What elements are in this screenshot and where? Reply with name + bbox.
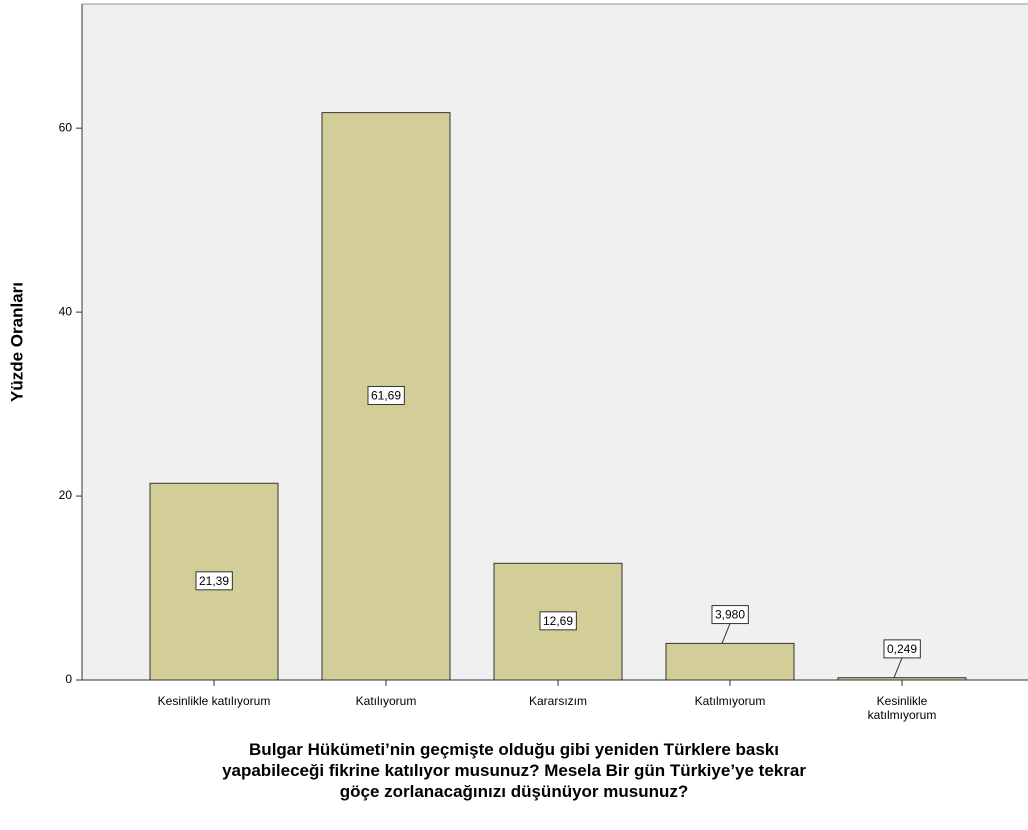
value-label: 0,249 — [887, 642, 917, 656]
value-label-leader — [721, 623, 731, 644]
x-tick-label: Kesinlikle katılıyorum — [157, 694, 271, 708]
bar — [837, 677, 967, 681]
value-label: 21,39 — [199, 574, 229, 588]
value-label-box — [539, 611, 577, 631]
value-label: 61,69 — [371, 388, 401, 402]
value-label: 12,69 — [543, 614, 573, 628]
x-axis-title: göçe zorlanacağınızı düşünüyor musunuz? — [339, 782, 689, 801]
x-axis-title: Bulgar Hükümeti’nin geçmişte olduğu gibi… — [249, 740, 779, 759]
value-label-box — [367, 385, 405, 405]
y-tick-label: 40 — [59, 304, 73, 318]
value-label-leader — [893, 657, 903, 678]
y-tick-label: 60 — [59, 120, 73, 134]
x-tick-label: Kesinlikle katılmıyorum — [867, 694, 937, 722]
y-axis-title: Yüzde Oranları — [7, 282, 26, 402]
x-axis-title: yapabileceği fikrine katılıyor musunuz? … — [222, 761, 806, 780]
y-tick-label: 0 — [65, 672, 72, 686]
value-label-box — [711, 605, 749, 625]
value-label-box — [883, 639, 921, 659]
bar — [665, 642, 795, 681]
value-label: 3,980 — [715, 608, 745, 622]
value-label-box — [195, 571, 233, 591]
x-tick-label: Katılıyorum — [355, 694, 417, 708]
x-tick-label: Katılmıyorum — [694, 694, 766, 708]
x-tick-label: Kararsızım — [528, 694, 587, 708]
y-tick-label: 20 — [59, 488, 73, 502]
